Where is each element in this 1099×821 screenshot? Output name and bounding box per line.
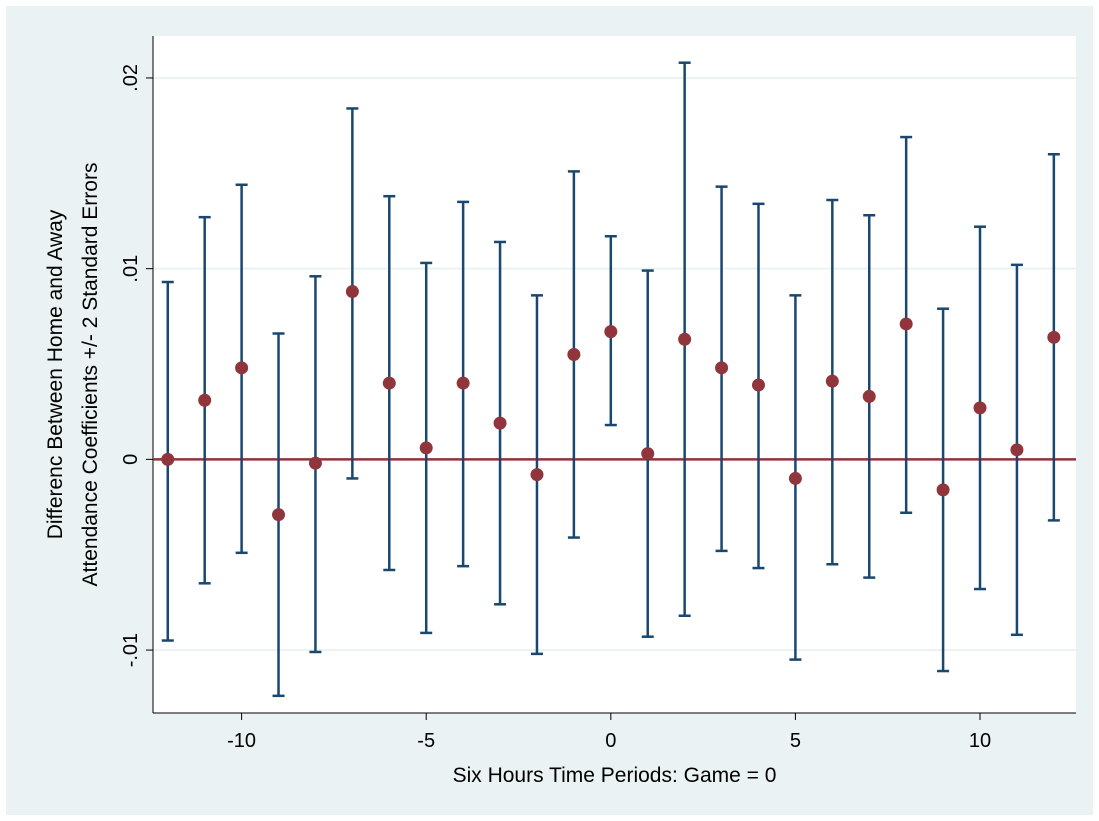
point-estimate [678, 332, 692, 346]
point-estimate [493, 416, 507, 430]
point-estimate [788, 471, 802, 485]
y-axis-title-line-1: Differenc Between Home and Away [44, 209, 67, 539]
point-estimate [862, 389, 876, 403]
x-axis-title: Six Hours Time Periods: Game = 0 [453, 764, 777, 787]
x-tick-label: 0 [605, 730, 616, 752]
point-estimate [825, 374, 839, 388]
point-estimate [308, 456, 322, 470]
x-tick-label: 5 [790, 730, 801, 752]
point-estimate [567, 347, 581, 361]
point-estimate [751, 378, 765, 392]
point-estimate [973, 401, 987, 415]
point-estimate [530, 468, 544, 482]
point-estimate [161, 452, 175, 466]
x-tick-label: -5 [417, 730, 435, 752]
point-estimate [456, 376, 470, 390]
point-estimate [641, 447, 655, 461]
y-tick-label: -.01 [120, 633, 142, 667]
y-tick-label: 0 [120, 454, 142, 465]
point-estimate [382, 376, 396, 390]
point-estimates [161, 285, 1061, 522]
point-estimate [715, 361, 729, 375]
x-tick-label: -10 [227, 730, 256, 752]
plot-area [153, 36, 1076, 713]
point-estimate [899, 317, 913, 331]
point-estimate [1010, 443, 1024, 457]
y-tick-label: .02 [120, 64, 142, 92]
point-estimate [604, 325, 618, 339]
axes: -.01 0 .01 .02 -10 -5 0 5 10 [120, 36, 1076, 752]
point-estimate [272, 508, 286, 522]
x-tick-label: 10 [969, 730, 991, 752]
point-estimate [419, 441, 433, 455]
point-estimate [198, 393, 212, 407]
point-estimate [235, 361, 249, 375]
point-estimate [345, 285, 359, 299]
point-estimate [1047, 330, 1061, 344]
point-estimate [936, 483, 950, 497]
y-axis-title-line-2: Attendance Coefficients +/- 2 Standard E… [79, 163, 102, 587]
y-tick-label: .01 [120, 255, 142, 283]
